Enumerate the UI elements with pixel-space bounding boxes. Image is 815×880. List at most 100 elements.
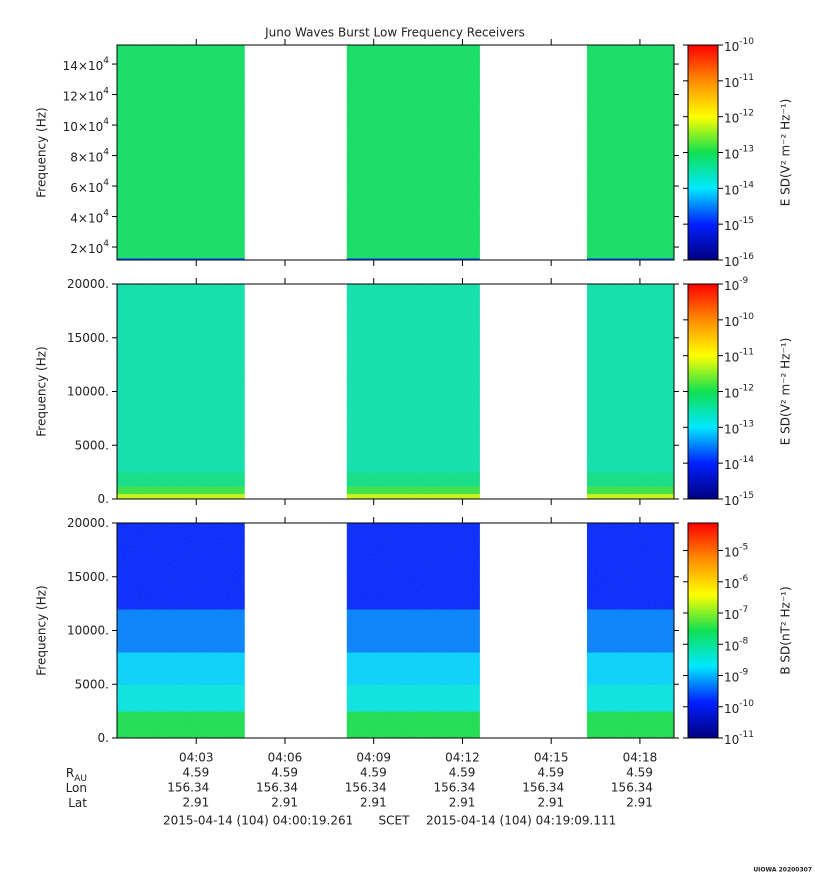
y-tick-label-base: 14×10	[63, 59, 104, 73]
scet-start: 2015-04-14 (104) 04:00:19.261	[163, 814, 353, 828]
colorbar-tick-label-exp: -9	[739, 667, 748, 677]
colorbar-tick-label-base: 10	[724, 576, 739, 590]
y-tick-label-base: 2×10	[70, 242, 103, 256]
colorbar-tick-label: 10-12	[724, 383, 754, 400]
colorbar-tick-label: 10-13	[724, 144, 754, 161]
colorbar-tick-label: 10-15	[724, 216, 754, 233]
colorbar-label: B SD(nT² Hz⁻¹)	[779, 586, 793, 674]
y-tick-label: 15000.	[67, 569, 109, 583]
colorbar-tick-label-exp: -8	[739, 636, 748, 646]
colorbar-tick-label-base: 10	[724, 733, 739, 747]
x-tick-label: 04:15	[534, 751, 569, 765]
y-tick-label-base: 20000.	[67, 516, 109, 530]
colorbar-tick-label-exp: -12	[739, 383, 754, 393]
colorbar-tick-label-base: 10	[724, 386, 739, 400]
colorbar-tick-label-exp: -16	[739, 252, 754, 262]
colorbar-tick-label: 10-6	[724, 573, 749, 590]
ephemeris-value: 4.59	[537, 766, 564, 780]
colorbar-tick-label-base: 10	[724, 147, 739, 161]
colorbar-tick-label-exp: -11	[739, 72, 754, 82]
colorbar-label: E SD(V² m⁻² Hz⁻¹)	[779, 99, 793, 207]
y-tick-label-exp: 4	[103, 178, 109, 188]
colorbar-tick-label-base: 10	[724, 40, 739, 54]
y-tick-label: 6×104	[70, 178, 109, 195]
colorbar-tick-label: 10-8	[724, 636, 749, 653]
colorbar-tick-label: 10-14	[724, 180, 754, 197]
colorbar-tick-label-base: 10	[724, 608, 739, 622]
y-tick-label: 0.	[98, 731, 109, 745]
colorbar-tick-label-base: 10	[724, 183, 739, 197]
colorbar-tick-label-exp: -13	[739, 419, 754, 429]
colorbar-tick-label-base: 10	[724, 279, 739, 293]
colorbar-tick-label: 10-11	[724, 730, 754, 747]
colorbar	[687, 522, 719, 739]
colorbar-label: E SD(V² m⁻² Hz⁻¹)	[779, 338, 793, 446]
y-tick-label: 15000.	[67, 330, 109, 344]
ephemeris-value: 4.59	[449, 766, 476, 780]
ephemeris-value: 4.59	[626, 766, 653, 780]
y-tick-label-base: 15000.	[67, 569, 109, 583]
ephemeris-row-label-base: Lat	[68, 796, 87, 810]
colorbar	[687, 283, 719, 500]
ephemeris-value: 2.91	[449, 796, 476, 810]
colorbar-tick-label-base: 10	[724, 494, 739, 508]
noise-overlay	[346, 523, 480, 738]
x-tick-label: 04:09	[356, 751, 391, 765]
y-tick-label: 2×104	[70, 239, 109, 256]
y-tick-label-exp: 4	[103, 56, 109, 66]
colorbar-tick-label: 10-11	[724, 347, 754, 364]
x-tick-label: 04:12	[445, 751, 480, 765]
x-tick-label: 04:06	[268, 751, 303, 765]
y-tick-label: 10000.	[67, 623, 109, 637]
noise-overlay	[346, 284, 480, 499]
colorbar-tick-label-exp: -10	[739, 698, 754, 708]
noise-overlay	[117, 523, 245, 738]
y-axis-label: Frequency (Hz)	[35, 585, 49, 676]
chart-title: Juno Waves Burst Low Frequency Receivers	[264, 26, 525, 40]
ephemeris-value: 156.34	[611, 781, 653, 795]
ephemeris-row-label-base: R	[66, 766, 74, 780]
y-tick-label-base: 15000.	[67, 330, 109, 344]
colorbar-tick-label-exp: -13	[739, 144, 754, 154]
colorbar-tick-label-exp: -15	[739, 491, 754, 501]
x-tick-label: 04:03	[179, 751, 214, 765]
y-tick-label-base: 20000.	[67, 277, 109, 291]
y-tick-label-base: 0.	[98, 492, 109, 506]
y-tick-label: 8×104	[70, 147, 109, 164]
noise-overlay	[117, 284, 245, 499]
colorbar-tick-label-exp: -6	[739, 573, 748, 583]
y-tick-label: 20000.	[67, 277, 109, 291]
ephemeris-value: 156.34	[167, 781, 209, 795]
colorbar-tick-label: 10-9	[724, 276, 749, 293]
noise-overlay	[586, 523, 674, 738]
ephemeris-row-label-base: Lon	[66, 781, 87, 795]
y-tick-label: 12×104	[63, 86, 110, 103]
y-tick-label-exp: 4	[103, 239, 109, 249]
noise-overlay	[346, 45, 480, 260]
ephemeris-value: 4.59	[183, 766, 210, 780]
colorbar-tick-label-base: 10	[724, 255, 739, 269]
ephemeris-value: 4.59	[271, 766, 298, 780]
colorbar-tick-label-base: 10	[724, 350, 739, 364]
colorbar-tick-label: 10-10	[724, 37, 754, 54]
colorbar-tick-label-base: 10	[724, 75, 739, 89]
ephemeris-value: 4.59	[360, 766, 387, 780]
noise-overlay	[586, 284, 674, 499]
colorbar-tick-label-base: 10	[724, 111, 739, 125]
noise-overlay	[586, 45, 674, 260]
ephemeris-value: 156.34	[256, 781, 298, 795]
ephemeris-row-label: Lon	[66, 781, 87, 795]
colorbar-tick-label: 10-16	[724, 252, 754, 269]
y-tick-label-base: 5000.	[75, 677, 109, 691]
scet-label: SCET	[379, 814, 411, 828]
y-tick-label: 10×104	[63, 117, 110, 134]
colorbar-tick-label-exp: -14	[739, 180, 754, 190]
colorbar-tick-label-base: 10	[724, 639, 739, 653]
y-tick-label-base: 0.	[98, 731, 109, 745]
y-tick-label-base: 10×10	[63, 120, 104, 134]
y-tick-label-base: 5000.	[75, 438, 109, 452]
colorbar-tick-label-base: 10	[724, 314, 739, 328]
colorbar-tick-label: 10-7	[724, 605, 748, 622]
colorbar-tick-label: 10-10	[724, 311, 754, 328]
